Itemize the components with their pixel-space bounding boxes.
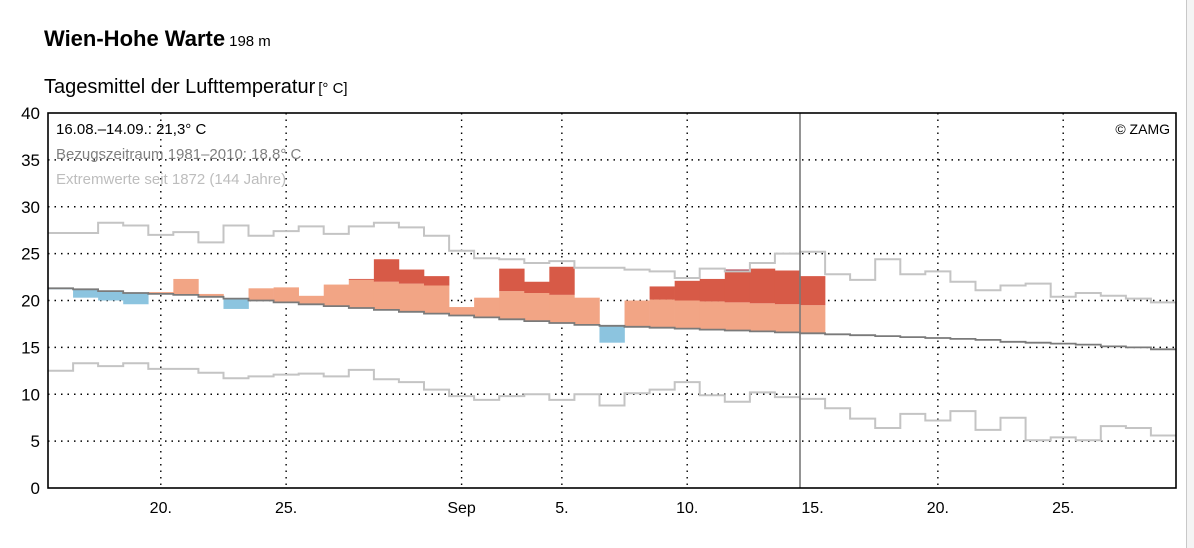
anomaly-bar	[774, 304, 801, 333]
y-tick-label: 5	[31, 432, 40, 451]
plot-frame	[47, 112, 1177, 489]
anomaly-bar	[674, 280, 701, 301]
annotation-current-period: 16.08.–14.09.: 21,3° C	[56, 121, 206, 138]
anomaly-bar	[499, 291, 525, 320]
chart-title-text: Tagesmittel der Lufttemperatur	[44, 76, 316, 98]
scrollbar-edge	[1186, 0, 1194, 548]
anomaly-bar	[699, 301, 726, 330]
y-tick-label: 20	[21, 292, 40, 311]
anomaly-bar	[800, 276, 826, 306]
anomaly-bar	[398, 269, 425, 284]
anomaly-bar	[373, 259, 400, 282]
x-tick-label: 20.	[150, 500, 172, 517]
x-tick-label: 20.	[927, 500, 949, 517]
anomaly-bar	[123, 293, 149, 305]
x-tick-label: Sep	[447, 500, 476, 517]
anomaly-bar	[574, 297, 600, 325]
chart-unit: [° C]	[318, 80, 348, 97]
anomaly-bar	[474, 297, 500, 318]
anomaly-bar	[424, 285, 450, 314]
anomaly-bar	[800, 305, 826, 334]
anomaly-bar	[73, 289, 99, 298]
series-reference-line	[48, 287, 1176, 351]
anomaly-bar	[198, 293, 224, 297]
anomaly-bar	[323, 284, 350, 307]
x-tick-label: 10.	[676, 500, 698, 517]
anomaly-bar	[599, 325, 625, 343]
y-tick-label: 0	[31, 479, 40, 498]
anomaly-bar	[424, 276, 450, 286]
anomaly-bar	[774, 270, 801, 305]
anomaly-bar	[348, 279, 375, 308]
x-tick-label: 15.	[801, 500, 823, 517]
x-tick-label: 5.	[555, 500, 568, 517]
y-tick-label: 35	[21, 151, 40, 170]
anomaly-bar	[173, 278, 199, 295]
anomaly-bar	[724, 302, 751, 331]
station-elevation: 198 m	[229, 33, 271, 50]
anomaly-bar	[524, 281, 550, 293]
anomaly-bar	[749, 303, 776, 332]
anomaly-bar	[749, 268, 776, 304]
anomaly-bar	[524, 293, 550, 322]
x-tick-label: 25.	[275, 500, 297, 517]
y-tick-label: 15	[21, 338, 40, 357]
anomaly-bar	[348, 278, 375, 280]
anomaly-bar	[373, 281, 400, 310]
station-title: Wien-Hohe Warte 198 m	[44, 26, 271, 52]
anomaly-bar	[499, 268, 525, 292]
chart-title: Tagesmittel der Lufttemperatur [° C]	[44, 76, 348, 99]
anomaly-bar	[398, 283, 425, 312]
anomaly-bar	[273, 287, 299, 303]
copyright-label: © ZAMG	[1115, 121, 1170, 137]
anomaly-bar	[298, 295, 325, 305]
y-tick-label: 25	[21, 245, 40, 264]
y-tick-label: 10	[21, 385, 40, 404]
x-tick-label: 25.	[1052, 500, 1074, 517]
anomaly-bar	[699, 278, 726, 302]
anomaly-bar	[549, 266, 575, 295]
anomaly-bar	[649, 286, 675, 300]
anomaly-bar	[674, 300, 701, 329]
y-tick-label: 30	[21, 198, 40, 217]
series-minimum-line	[48, 362, 1176, 442]
anomaly-bar	[98, 291, 124, 301]
anomaly-bar	[549, 294, 575, 323]
anomaly-bar	[649, 299, 675, 328]
y-tick-label: 40	[21, 104, 40, 123]
anomaly-bar	[449, 307, 475, 316]
annotation-extremes: Extremwerte seit 1872 (144 Jahre)	[56, 171, 286, 188]
annotation-reference-period: Bezugszeitraum 1981–2010: 18,8° C	[56, 146, 301, 163]
station-name: Wien-Hohe Warte	[44, 26, 226, 51]
anomaly-bar	[624, 300, 650, 327]
anomaly-bar	[248, 288, 274, 301]
series-maximum-line	[48, 221, 1176, 304]
anomaly-bar	[223, 298, 249, 309]
anomaly-bar	[724, 271, 751, 303]
